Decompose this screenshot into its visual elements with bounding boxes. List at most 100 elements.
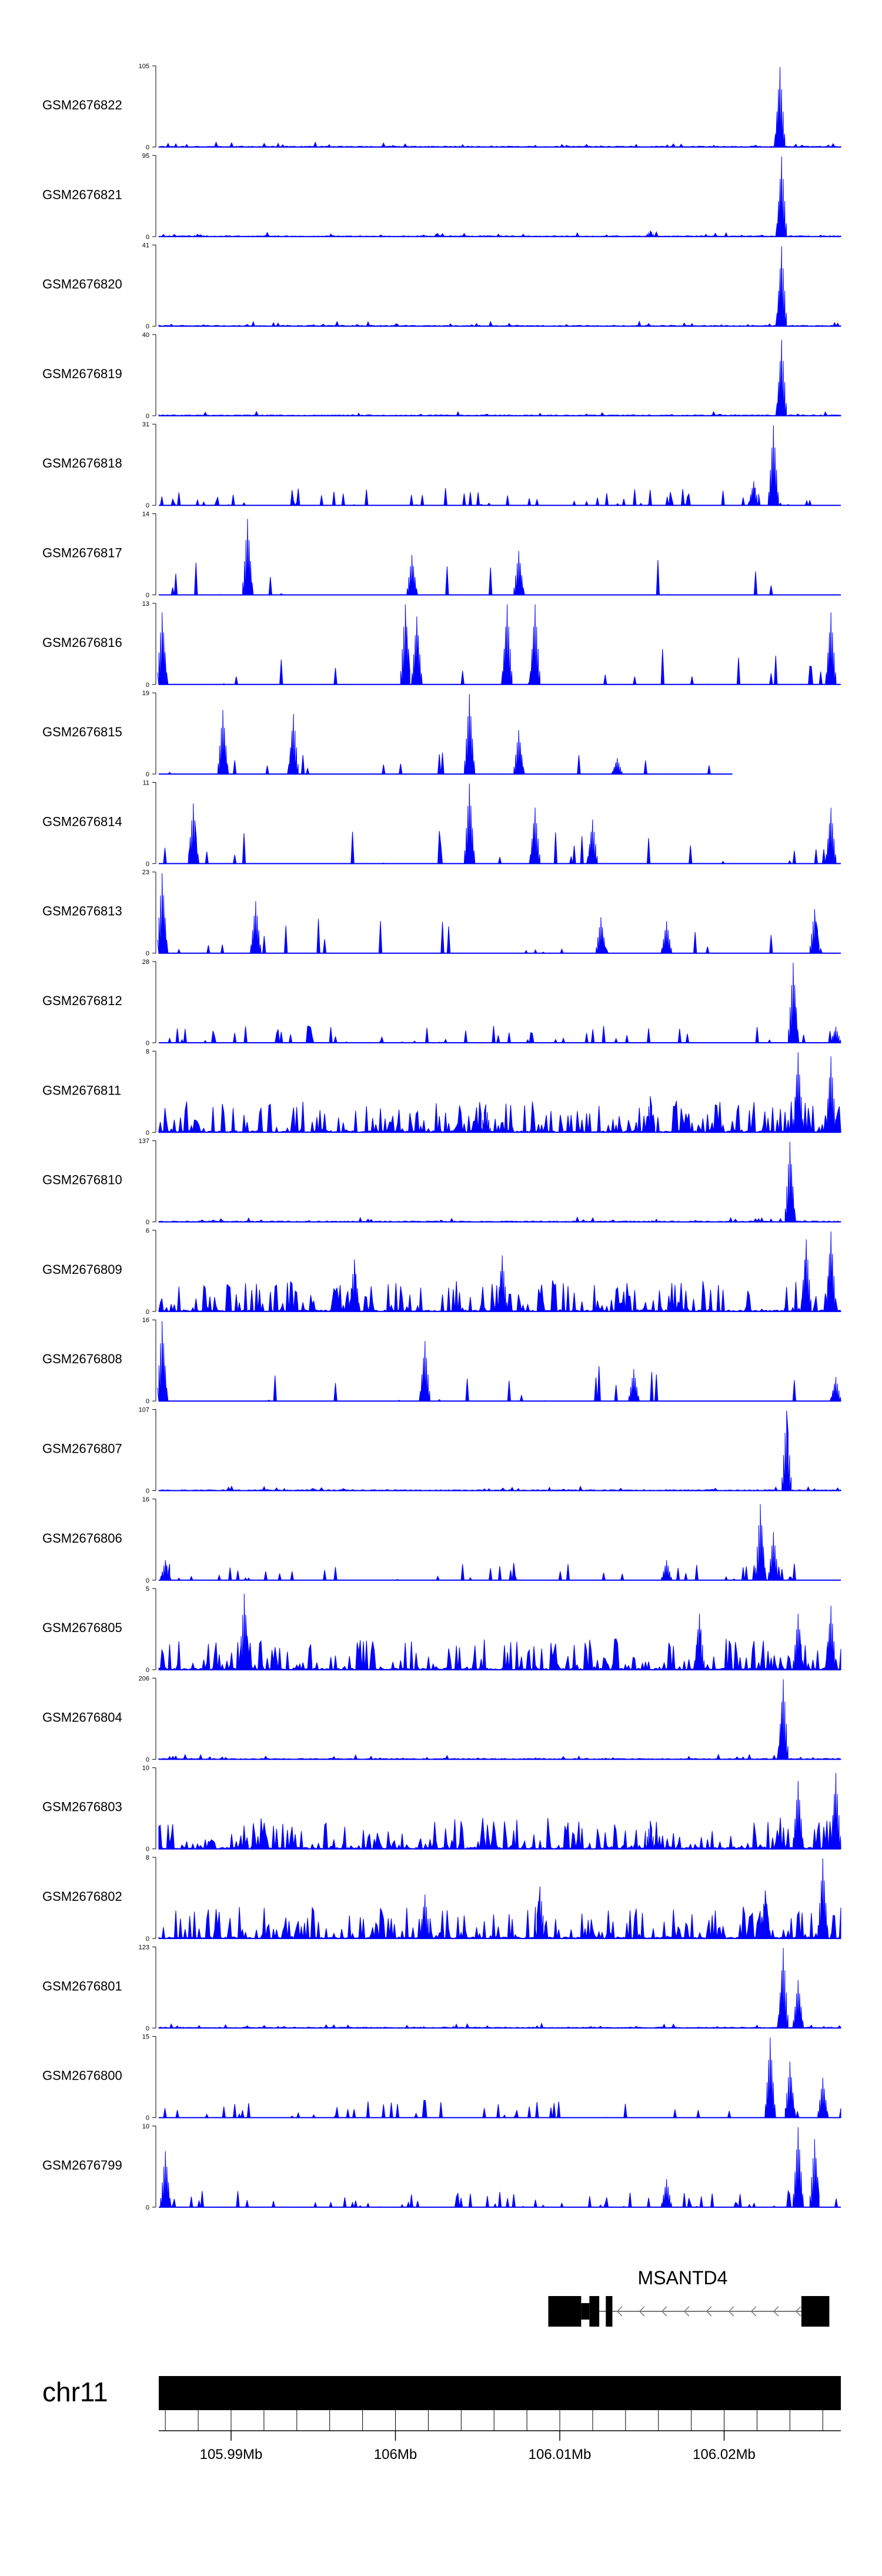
y-min-label: 0 [146, 682, 149, 689]
track-label: GSM2676812 [42, 993, 122, 1008]
y-max-label: 23 [142, 869, 149, 876]
track-label: GSM2676816 [42, 635, 122, 650]
gene-name-label: MSANTD4 [638, 2267, 728, 2288]
strand-arrow-icon [661, 2306, 667, 2317]
gene-utr [581, 2303, 590, 2320]
coverage-area [158, 246, 841, 327]
y-min-label: 0 [146, 950, 149, 957]
track-label: GSM2676800 [42, 2068, 122, 2083]
track-GSM2676799: GSM2676799 10 0 [42, 2123, 841, 2211]
track-GSM2676811: GSM2676811 8 0 [42, 1048, 841, 1136]
y-max-label: 14 [142, 511, 149, 518]
track-GSM2676810: GSM2676810 137 0 [42, 1138, 841, 1226]
strand-arrow-icon [795, 2306, 801, 2317]
track-GSM2676817: GSM2676817 14 0 [42, 511, 841, 599]
y-min-label: 0 [146, 2115, 149, 2122]
x-tick-label: 105.99Mb [200, 2447, 263, 2462]
y-max-label: 8 [146, 1048, 149, 1055]
y-max-label: 137 [139, 1138, 149, 1145]
y-min-label: 0 [146, 1756, 149, 1763]
gene-track: MSANTD4 [548, 2267, 830, 2327]
coverage-area [158, 66, 841, 148]
track-label: GSM2676822 [42, 98, 122, 112]
y-max-label: 10 [142, 2123, 149, 2130]
coverage-area [159, 962, 841, 1044]
y-max-label: 41 [142, 242, 149, 249]
track-GSM2676816: GSM2676816 13 0 [42, 600, 841, 689]
track-label: GSM2676808 [42, 1352, 122, 1366]
coverage-area [158, 2127, 841, 2208]
gene-exon [606, 2296, 613, 2327]
track-label: GSM2676807 [42, 1442, 122, 1456]
track-GSM2676814: GSM2676814 11 0 [42, 779, 841, 867]
track-label: GSM2676815 [42, 725, 122, 739]
y-max-label: 107 [139, 1407, 149, 1414]
y-max-label: 16 [142, 1317, 149, 1324]
y-max-label: 40 [142, 332, 149, 339]
y-min-label: 0 [146, 1936, 149, 1943]
coverage-area [158, 1948, 841, 2028]
x-tick-label: 106.01Mb [529, 2447, 592, 2462]
track-label: GSM2676811 [42, 1083, 121, 1097]
chromosome-label: chr11 [42, 2377, 108, 2407]
chromosome-track: chr11 105.99Mb 106Mb 106.01Mb 106.02Mb [42, 2376, 841, 2462]
track-GSM2676815: GSM2676815 19 0 [42, 690, 733, 778]
y-max-label: 15 [142, 2034, 149, 2041]
strand-arrow-icon [683, 2306, 690, 2317]
track-GSM2676804: GSM2676804 206 0 [42, 1675, 841, 1763]
y-max-label: 6 [146, 1227, 149, 1234]
track-GSM2676807: GSM2676807 107 0 [42, 1407, 841, 1495]
y-max-label: 5 [146, 1586, 149, 1593]
strand-arrow-icon [706, 2306, 712, 2317]
x-tick-label: 106Mb [374, 2447, 417, 2462]
track-GSM2676803: GSM2676803 10 0 [42, 1765, 841, 1853]
track-label: GSM2676814 [42, 814, 122, 829]
y-min-label: 0 [146, 2204, 149, 2211]
track-GSM2676808: GSM2676808 16 0 [42, 1317, 841, 1405]
y-min-label: 0 [146, 1398, 149, 1405]
coverage-area [158, 1052, 841, 1133]
y-min-label: 0 [146, 144, 149, 151]
track-label: GSM2676810 [42, 1173, 122, 1187]
y-max-label: 10 [142, 1765, 149, 1772]
y-max-label: 95 [142, 152, 149, 159]
track-label: GSM2676799 [42, 2158, 122, 2173]
coverage-area [159, 1504, 841, 1581]
track-GSM2676802: GSM2676802 8 0 [42, 1854, 841, 1943]
y-min-label: 0 [146, 233, 149, 241]
track-label: GSM2676806 [42, 1531, 122, 1546]
y-max-label: 28 [142, 959, 149, 966]
y-min-label: 0 [146, 771, 149, 778]
track-label: GSM2676803 [42, 1800, 122, 1814]
coverage-area [158, 1410, 841, 1491]
coverage-area [158, 156, 841, 238]
y-min-label: 0 [146, 2025, 149, 2032]
y-max-label: 8 [146, 1854, 149, 1861]
track-label: GSM2676813 [42, 904, 122, 919]
y-max-label: 105 [139, 63, 149, 70]
x-tick-label: 106.02Mb [693, 2447, 756, 2462]
track-GSM2676822: GSM2676822 105 0 [42, 63, 841, 151]
track-label: GSM2676821 [42, 187, 122, 202]
coverage-area [157, 604, 841, 685]
track-GSM2676813: GSM2676813 23 0 [42, 869, 841, 957]
chromosome-band [159, 2376, 841, 2410]
track-GSM2676801: GSM2676801 123 0 [42, 1944, 841, 2032]
coverage-tracks: GSM26768221050GSM2676821950GSM2676820410… [42, 63, 841, 2211]
y-min-label: 0 [146, 502, 149, 509]
y-max-label: 16 [142, 1496, 149, 1503]
coverage-area [158, 1231, 841, 1313]
y-max-label: 11 [143, 779, 149, 786]
y-min-label: 0 [146, 1040, 149, 1047]
strand-arrow-icon [773, 2306, 779, 2317]
track-label: GSM2676801 [42, 1978, 122, 1993]
y-min-label: 0 [146, 413, 149, 420]
track-GSM2676820: GSM2676820 41 0 [42, 242, 841, 331]
track-label: GSM2676805 [42, 1620, 122, 1635]
coverage-area [159, 694, 733, 775]
y-max-label: 123 [139, 1944, 149, 1951]
track-label: GSM2676802 [42, 1889, 122, 1904]
coverage-area [158, 1773, 841, 1850]
coverage-area [159, 519, 841, 595]
strand-arrow-icon [639, 2306, 645, 2317]
